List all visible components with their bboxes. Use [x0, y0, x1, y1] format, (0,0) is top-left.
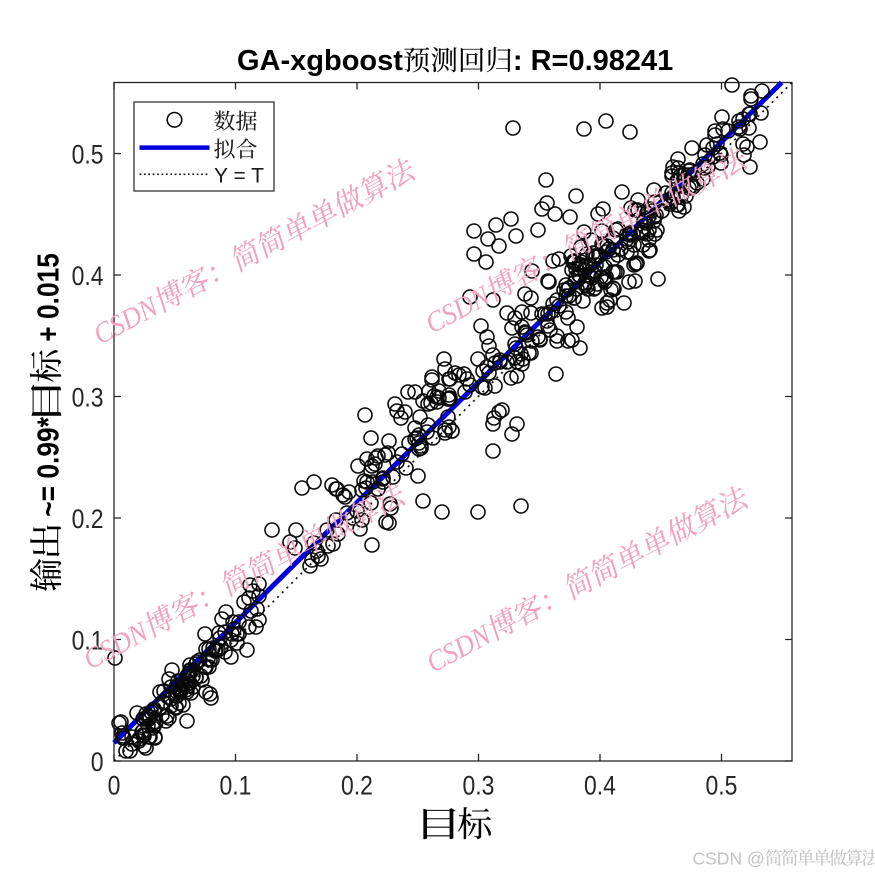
svg-text:~= 0.99*: ~= 0.99*: [31, 416, 66, 516]
svg-text:CSDN @: CSDN @: [693, 849, 765, 869]
svg-text:0: 0: [91, 747, 104, 777]
svg-text:0.5: 0.5: [706, 771, 738, 801]
svg-text:: R=0.98241: : R=0.98241: [513, 45, 673, 77]
svg-text:0.1: 0.1: [220, 771, 252, 801]
svg-text:GA-xgboost: GA-xgboost: [237, 45, 403, 77]
svg-text:0.2: 0.2: [341, 771, 373, 801]
svg-text:0.3: 0.3: [72, 383, 104, 413]
svg-text:0.1: 0.1: [72, 626, 104, 656]
svg-text:0.3: 0.3: [463, 771, 495, 801]
svg-text:0.4: 0.4: [72, 261, 104, 291]
svg-text:Y = T: Y = T: [214, 165, 264, 188]
svg-text:0.2: 0.2: [72, 504, 104, 534]
svg-text:0.5: 0.5: [72, 140, 104, 170]
svg-text:0: 0: [108, 771, 121, 801]
svg-text:0.4: 0.4: [584, 771, 616, 801]
svg-text:+ 0.015: + 0.015: [31, 253, 66, 342]
